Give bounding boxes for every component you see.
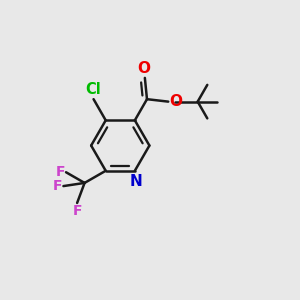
Text: O: O: [170, 94, 183, 109]
Text: F: F: [55, 165, 65, 179]
Text: O: O: [137, 61, 151, 76]
Text: F: F: [53, 179, 62, 193]
Text: Cl: Cl: [86, 82, 101, 97]
Text: N: N: [130, 174, 143, 189]
Text: F: F: [72, 204, 82, 218]
